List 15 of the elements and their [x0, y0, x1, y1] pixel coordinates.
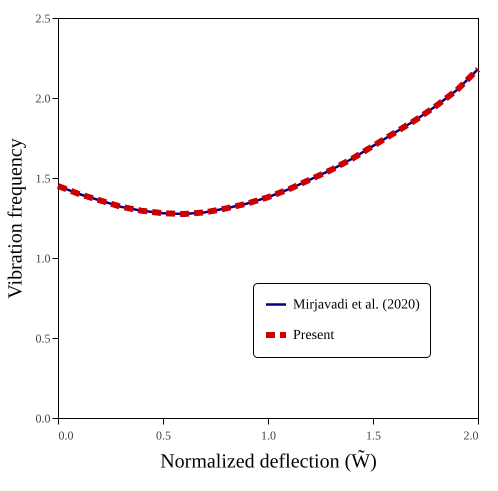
y-tick-label: 0.5 — [36, 332, 50, 346]
y-tick-label: 1.5 — [36, 172, 50, 186]
legend-label: Present — [293, 328, 334, 343]
x-tick-label: 1.5 — [366, 428, 381, 442]
y-tick-label: 2.5 — [36, 12, 50, 26]
legend-label: Mirjavadi et al. (2020) — [293, 298, 420, 312]
x-tick-label: 1.0 — [261, 428, 276, 442]
x-tick-label: 0.0 — [58, 428, 74, 442]
y-tick-label: 2.0 — [36, 92, 50, 106]
x-tick-label: 2.0 — [464, 428, 478, 442]
x-axis-title: Normalized deflection (W̃) — [160, 450, 377, 472]
y-tick-label: 0.0 — [36, 412, 50, 426]
x-tick-label: 0.5 — [156, 428, 171, 442]
y-axis-title: Vibration frequency — [4, 138, 26, 299]
y-tick-label: 1.0 — [36, 252, 50, 266]
